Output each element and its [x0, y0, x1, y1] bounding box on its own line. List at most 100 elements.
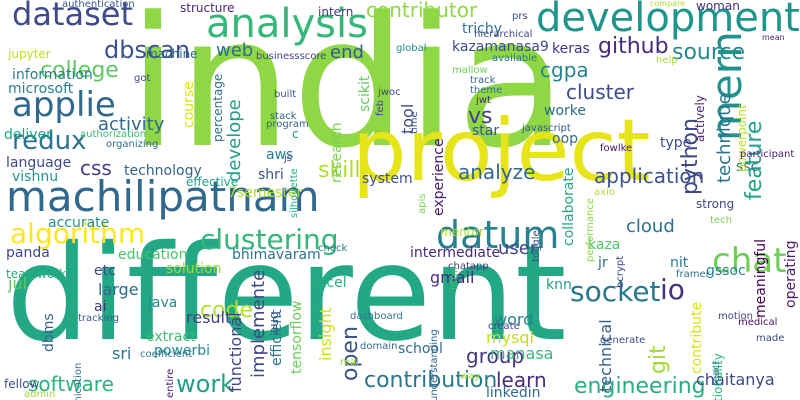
word-implemente: implemente — [248, 269, 269, 378]
word-nit: nit — [670, 255, 689, 271]
word-activity: activity — [98, 114, 165, 135]
word-deliver: deliver — [4, 127, 52, 143]
word-applie: applie — [12, 85, 116, 125]
word-tracking: tracking — [78, 313, 119, 324]
word-track: track — [470, 75, 496, 86]
word-theme: theme — [470, 85, 503, 96]
word-contributor: contributor — [366, 0, 478, 22]
word-organizing: organizing — [106, 139, 159, 150]
word-effective: effective — [186, 175, 239, 189]
word-participant: participant — [740, 149, 795, 160]
word-ai: ai — [94, 299, 107, 315]
word-apis: apis — [417, 193, 428, 214]
word-fellow: fellow — [4, 377, 40, 391]
word-end: end — [330, 42, 364, 63]
word-cgpa: cgpa — [540, 58, 589, 82]
word-communication: communication — [73, 363, 84, 400]
word-toggle: toggle — [531, 230, 542, 262]
word-dataset: dataset — [12, 0, 133, 33]
word-bhimavaram: bhimavaram — [232, 247, 321, 263]
word-course: course — [181, 81, 197, 129]
word-javascript: javascript — [522, 123, 571, 134]
word-accurate: accurate — [48, 215, 110, 231]
word-software: software — [28, 372, 114, 396]
word-stack: stack — [270, 111, 297, 122]
word-group: group — [466, 344, 525, 368]
word-type: type — [660, 135, 692, 151]
word-generate: generate — [600, 335, 646, 346]
word-github: github — [598, 34, 669, 59]
word-authorization: authorization — [80, 129, 147, 140]
word-work: work — [176, 370, 235, 398]
word-source: source — [672, 40, 746, 65]
word-got: got — [134, 73, 151, 84]
word-help: help — [656, 55, 678, 66]
word-operating: operating — [783, 240, 799, 308]
word-available: available — [492, 53, 538, 64]
word-axio: axio — [594, 187, 615, 198]
word-clustering: clustering — [200, 223, 339, 256]
word-language: language — [6, 155, 72, 171]
word-js: js — [284, 153, 292, 164]
word-understanding: understanding — [429, 329, 440, 400]
word-strong: strong — [696, 197, 735, 211]
word-dashboard: dashboard — [350, 311, 403, 322]
word-woman: woman — [696, 0, 740, 13]
word-actively: actively — [693, 94, 707, 142]
word-machine: machine — [146, 47, 198, 61]
word-made: made — [756, 333, 785, 344]
word-engineering: engineering — [574, 374, 706, 399]
word-powerbi: powerbi — [154, 343, 211, 359]
word-technology: technology — [124, 163, 202, 179]
word-html: html — [449, 267, 460, 290]
word-microsoft: microsoft — [8, 81, 74, 97]
word-jupyter: jupyter — [8, 47, 51, 61]
word-structure: structure — [180, 1, 235, 15]
word-socket: socket — [570, 275, 661, 308]
word-chatapp: chatapp — [448, 261, 489, 272]
word-contribution: contribution — [364, 368, 498, 393]
word-learn: learn — [496, 368, 547, 392]
word-prs: prs — [512, 11, 528, 22]
word-global: global — [396, 43, 427, 54]
word-jwt: jwt — [476, 95, 491, 106]
word-java: java — [148, 295, 178, 311]
word-gssoc: gssoc — [706, 263, 746, 279]
word-tensorflow: tensorflow — [289, 300, 305, 374]
word-insight: insight — [316, 307, 335, 362]
word-excel: excel — [310, 275, 347, 291]
word-manasa: manasa — [490, 344, 554, 363]
word-silhouette: silhouette — [289, 168, 300, 218]
word-research: research — [329, 122, 345, 184]
word-development: development — [536, 0, 800, 41]
word-mysql: mysql — [486, 328, 534, 347]
word-aug: aug — [267, 311, 281, 334]
word-result: result — [186, 308, 232, 327]
word-hierarchical: hierarchical — [474, 29, 533, 40]
word-mean: mean — [762, 33, 785, 42]
word-authentication: authentication — [62, 0, 135, 10]
word-college: college — [40, 58, 119, 83]
word-technical: technical — [596, 319, 615, 393]
word-bcrypt: bcrypt — [615, 255, 626, 288]
word-experience: experience — [431, 138, 447, 216]
word-india: india — [128, 0, 567, 188]
word-linkedin: linkedin — [486, 385, 541, 400]
word-information: information — [12, 67, 93, 83]
word-shri: shri — [258, 167, 284, 183]
word-etc: etc — [94, 263, 116, 279]
word-trichy: trichy — [462, 21, 502, 37]
word-create: create — [488, 321, 520, 332]
word-datum: datum — [436, 213, 560, 257]
word-businessscore: businessscore — [256, 51, 327, 62]
word-word: word — [494, 310, 534, 329]
word-jul: jul — [8, 274, 28, 293]
word-different: different — [6, 217, 567, 371]
word-panda: panda — [6, 245, 50, 261]
word-7semester: 7semester — [228, 185, 303, 201]
word-teamwork: teamwork — [6, 267, 67, 281]
word-medical: medical — [738, 317, 778, 328]
word-intermediate: intermediate — [410, 245, 501, 261]
word-vishnu: vishnu — [12, 169, 59, 185]
